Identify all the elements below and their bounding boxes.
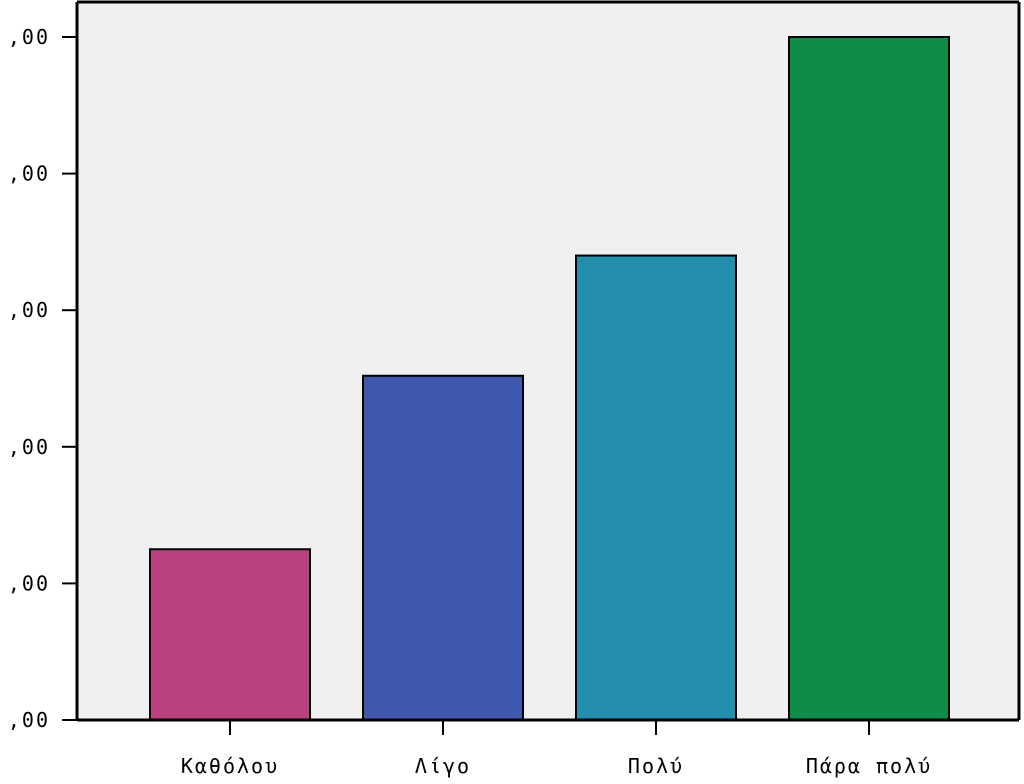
x-tick-label: Πολύ	[628, 754, 684, 778]
bars-layer	[149, 36, 950, 721]
y-tick-label: ,00	[8, 25, 50, 49]
x-tick-label: Λίγο	[415, 754, 471, 778]
y-tick-label: ,00	[8, 708, 50, 732]
y-tick-label: ,00	[8, 162, 50, 186]
bar	[362, 374, 524, 721]
labels-layer: ,00 ,00 ,00 ,00 ,00 ,00 Καθόλου Λίγο Πολύ Πάρα πο…	[8, 25, 932, 778]
y-tick-label: ,00	[8, 298, 50, 322]
x-tick-label: Πάρα πολύ	[806, 754, 932, 778]
bar	[788, 36, 950, 721]
bar	[149, 548, 311, 721]
y-tick-label: ,00	[8, 435, 50, 459]
y-tick-label: ,00	[8, 571, 50, 595]
bar	[575, 254, 737, 721]
x-tick-label: Καθόλου	[181, 754, 279, 778]
axes-layer	[62, 0, 1021, 735]
